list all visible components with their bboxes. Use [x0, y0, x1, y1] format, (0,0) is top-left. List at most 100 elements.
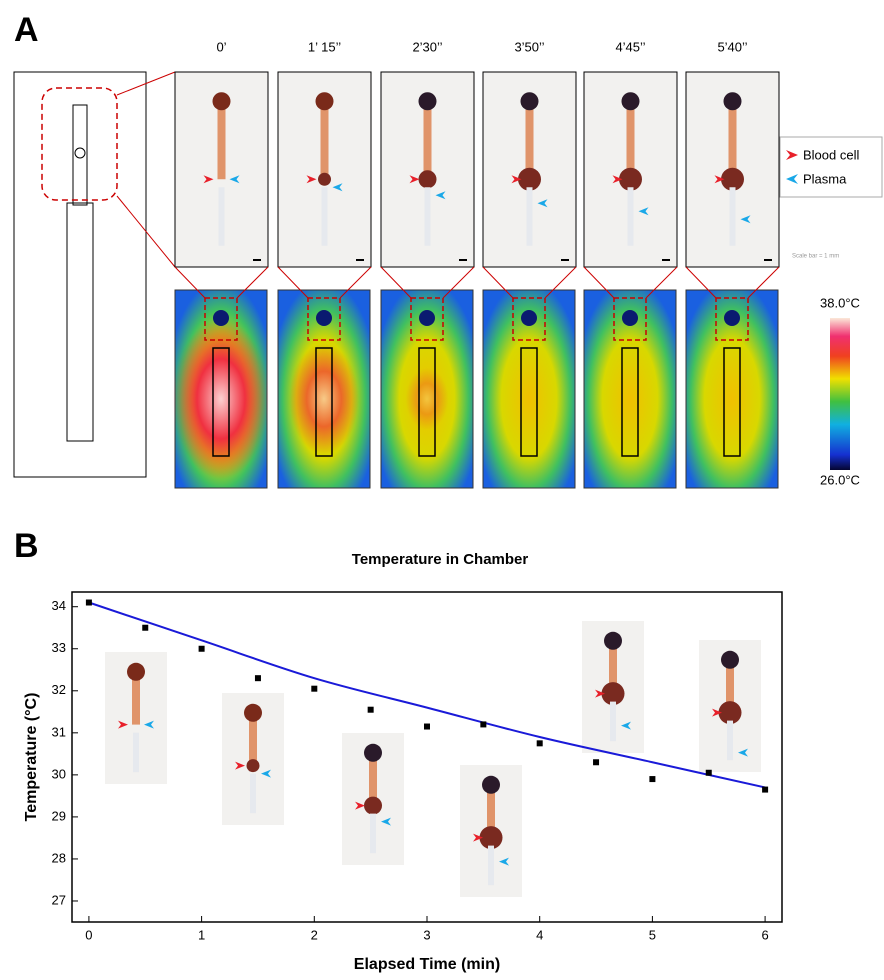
zoom-line	[236, 266, 269, 299]
arrow-red	[473, 833, 483, 842]
arrow-cyan	[621, 721, 631, 730]
arrow-red	[409, 175, 420, 184]
zoom-line	[544, 266, 577, 299]
data-point	[424, 723, 430, 730]
chamber-bottom	[479, 826, 503, 850]
plasma-channel	[321, 187, 328, 246]
x-axis-label: Elapsed Time (min)	[354, 956, 500, 973]
y-tick-label: 28	[52, 850, 66, 865]
arrow-red	[235, 761, 245, 770]
data-point	[254, 675, 261, 682]
thermal-region	[212, 347, 230, 457]
chamber-bottom	[601, 682, 625, 706]
channel	[369, 752, 377, 806]
time-label: 4’45’’	[615, 39, 645, 54]
thermal-region	[315, 347, 333, 457]
chamber-top	[482, 775, 500, 794]
colorbar-max: 38.0°C	[820, 295, 860, 310]
inset-photo	[105, 652, 167, 784]
chamber-bottom	[721, 167, 744, 191]
arrow-cyan	[332, 183, 343, 192]
zoom-line	[442, 266, 475, 299]
chamber-top	[244, 703, 262, 722]
y-tick-label: 27	[52, 892, 66, 907]
zoom-line	[583, 266, 615, 299]
arrow-red	[306, 175, 317, 184]
x-tick-label: 6	[761, 927, 768, 942]
channel	[423, 101, 432, 180]
arrow-cyan	[229, 175, 240, 184]
data-point	[762, 786, 769, 793]
data-point	[480, 721, 487, 728]
inset-photo	[342, 733, 404, 865]
x-tick-label: 0	[85, 927, 92, 942]
chamber-bottom	[246, 759, 260, 773]
arrow-cyan	[261, 769, 271, 778]
data-point	[198, 645, 205, 652]
hot-zone	[173, 318, 269, 479]
time-label: 2’30’’	[412, 39, 442, 54]
time-column: 1’ 15’’	[277, 39, 372, 489]
arrow-cyan	[537, 199, 548, 208]
channel	[249, 712, 257, 766]
zoom-line	[482, 266, 514, 299]
y-axis-label: Temperature (°C)	[23, 693, 40, 822]
thermal-region	[621, 347, 639, 457]
zoom-box	[307, 297, 341, 341]
chamber-bottom	[718, 701, 742, 725]
arrow-red	[355, 801, 365, 810]
data-point	[649, 776, 656, 783]
arrow-cyan	[381, 817, 391, 826]
zoom-line	[174, 266, 206, 299]
thermal-region	[520, 347, 538, 457]
arrow-red	[595, 689, 605, 698]
plasma-channel	[370, 813, 376, 854]
thermal-chamber	[521, 310, 537, 326]
chamber-top	[212, 92, 231, 111]
x-tick-label: 5	[649, 927, 656, 942]
time-label: 1’ 15’’	[308, 39, 341, 54]
arrow-cyan	[638, 207, 649, 216]
inset-photo	[460, 765, 522, 897]
y-tick-label: 32	[52, 682, 66, 697]
legend: Blood cell Plasma	[779, 136, 883, 198]
colorbar	[830, 318, 850, 470]
thermal-chamber	[316, 310, 332, 326]
time-label: 3’50’’	[514, 39, 544, 54]
arrow-cyan	[738, 748, 748, 757]
legend-label: Plasma	[803, 171, 847, 186]
time-label: 0’	[216, 39, 226, 54]
arrow-cyan	[740, 215, 751, 224]
zoom-box	[204, 297, 238, 341]
chamber-top	[721, 650, 739, 669]
data-point	[705, 769, 712, 776]
channel	[726, 659, 734, 713]
data-point	[142, 624, 149, 631]
chamber-top	[315, 92, 334, 111]
channel	[132, 671, 140, 725]
channel	[217, 101, 226, 180]
time-column: 3’50’’	[482, 39, 577, 489]
arrow-cyan	[435, 191, 446, 200]
zoom-line	[380, 266, 412, 299]
chamber-top	[127, 662, 145, 681]
thermal-region	[723, 347, 741, 457]
fit-line	[88, 601, 766, 789]
zoom-line	[339, 266, 372, 299]
chamber-bottom	[364, 796, 382, 815]
arrow-red	[714, 175, 725, 184]
plasma-channel	[729, 187, 736, 246]
zoom-box	[410, 297, 444, 341]
y-tick-label: 34	[52, 598, 66, 613]
arrow-red	[203, 175, 214, 184]
time-column: 4’45’’	[583, 39, 678, 489]
chamber-bottom	[418, 170, 437, 189]
plasma-channel	[218, 187, 225, 246]
y-tick-label: 30	[52, 766, 66, 781]
chamber-top	[418, 92, 437, 111]
y-tick-label: 29	[52, 808, 66, 823]
device-outline	[13, 71, 176, 478]
plot-frame	[71, 591, 783, 923]
plasma-channel	[610, 701, 616, 742]
